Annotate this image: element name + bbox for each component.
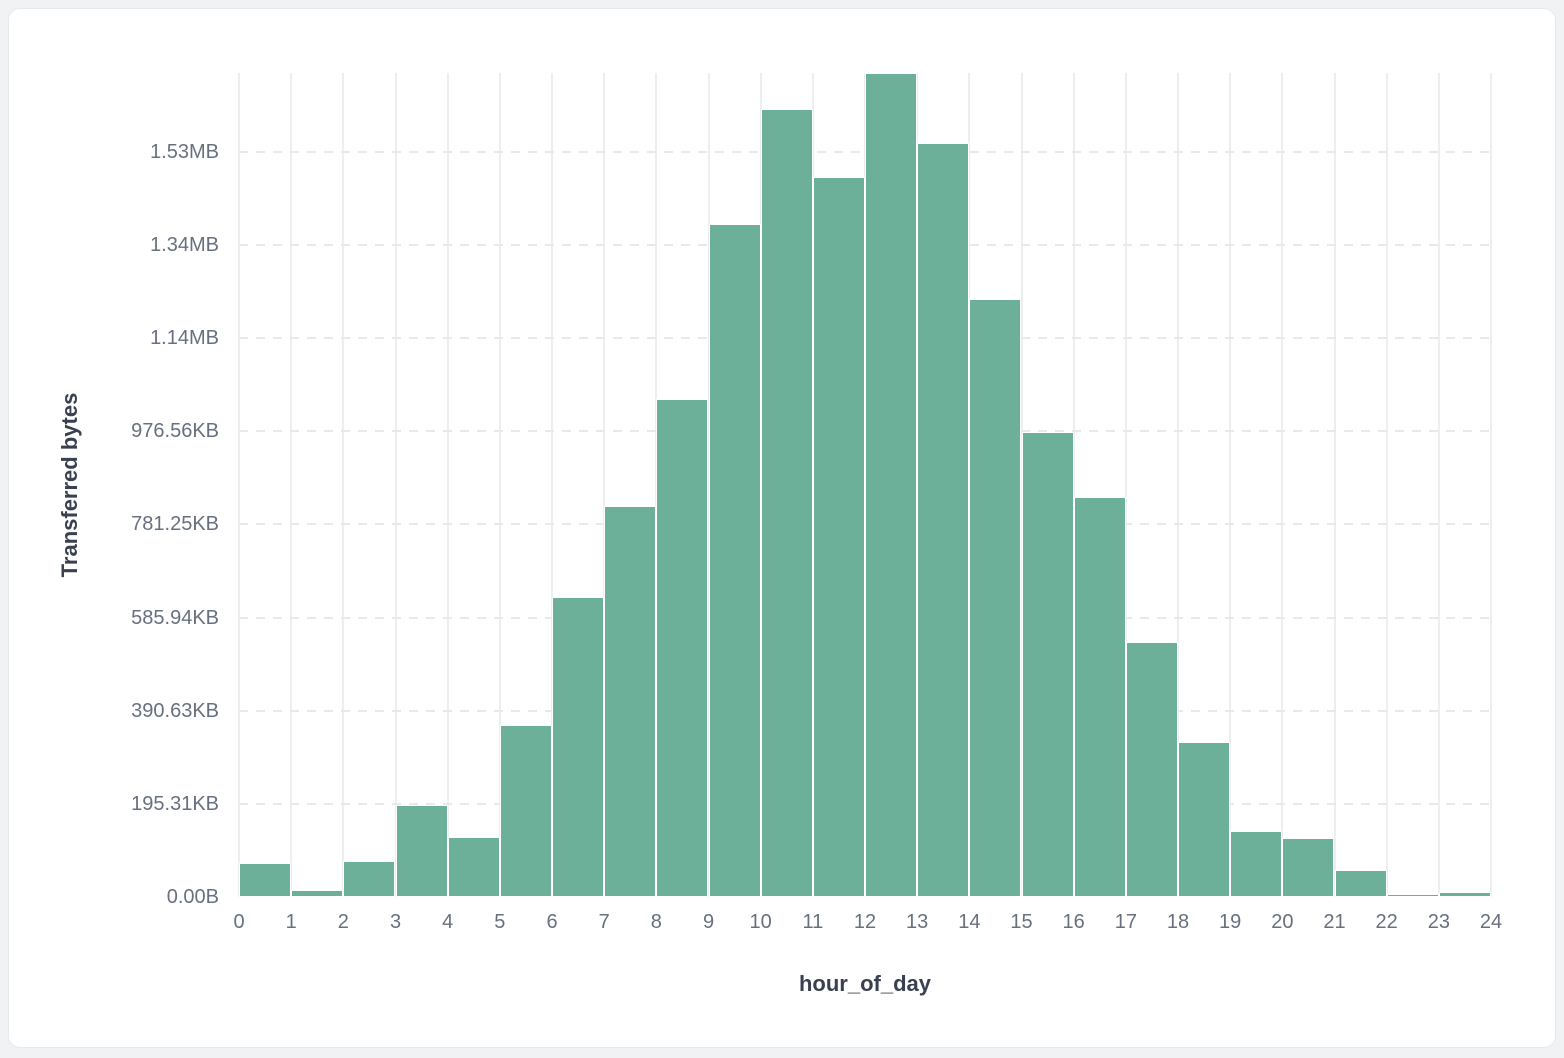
x-tick-label: 23 xyxy=(1427,911,1450,933)
histogram-bar-18[interactable] xyxy=(1178,741,1231,897)
histogram-bar-7[interactable] xyxy=(604,505,657,897)
y-tick-label: 1.34MB xyxy=(150,233,219,256)
v-gridline xyxy=(1385,73,1388,897)
x-tick-label: 19 xyxy=(1219,911,1242,933)
v-gridline xyxy=(290,73,293,897)
histogram-bar-21[interactable] xyxy=(1334,870,1387,897)
x-tick-label: 21 xyxy=(1323,911,1346,933)
x-tick-label: 8 xyxy=(650,911,662,933)
histogram-bar-22[interactable] xyxy=(1386,894,1439,897)
v-gridline xyxy=(498,73,501,897)
v-gridline xyxy=(1177,73,1179,897)
histogram-bar-16[interactable] xyxy=(1073,497,1126,897)
v-gridline xyxy=(1072,73,1075,897)
x-tick-label: 20 xyxy=(1271,911,1294,933)
histogram-bar-0[interactable] xyxy=(239,863,292,897)
histogram-bar-9[interactable] xyxy=(708,224,761,897)
x-tick-label: 2 xyxy=(337,911,349,933)
x-tick-label: 11 xyxy=(802,911,824,933)
histogram-bar-3[interactable] xyxy=(395,805,448,897)
v-gridline xyxy=(1229,73,1232,897)
v-gridline xyxy=(603,73,606,897)
x-tick-label: 12 xyxy=(853,911,877,933)
histogram-bar-2[interactable] xyxy=(343,860,396,897)
plot-area xyxy=(238,73,1492,897)
chart-card: Transferred bytes 0.00B 195.31KB 390.63KB 5… xyxy=(8,8,1556,1048)
v-gridline xyxy=(1281,73,1284,897)
x-tick-label: 10 xyxy=(749,911,772,933)
x-tick-label: 24 xyxy=(1479,911,1503,933)
x-tick-label: 1 xyxy=(285,911,297,933)
v-gridline xyxy=(394,73,397,897)
histogram-bar-13[interactable] xyxy=(917,143,970,897)
histogram-bar-23[interactable] xyxy=(1438,891,1491,897)
histogram-bar-20[interactable] xyxy=(1282,838,1335,897)
histogram-bar-4[interactable] xyxy=(447,836,500,897)
x-tick-label: 18 xyxy=(1166,911,1190,933)
histogram-bar-12[interactable] xyxy=(865,73,918,897)
v-gridline xyxy=(551,73,553,897)
y-tick-label: 585.94KB xyxy=(131,606,219,629)
x-tick-label: 7 xyxy=(598,911,610,933)
x-tick-label: 3 xyxy=(389,911,402,933)
x-tick-label: 15 xyxy=(1010,911,1033,933)
v-gridline xyxy=(238,73,240,897)
histogram-bar-5[interactable] xyxy=(499,724,552,897)
x-tick-label: 0 xyxy=(233,911,245,933)
histogram-bar-19[interactable] xyxy=(1230,831,1283,897)
x-axis-title: hour_of_day xyxy=(798,971,932,996)
x-tick-label: 9 xyxy=(702,911,715,933)
v-gridline xyxy=(1333,73,1336,897)
y-tick-label: 195.31KB xyxy=(131,792,219,815)
x-tick-label: 13 xyxy=(906,911,929,933)
histogram-bar-11[interactable] xyxy=(812,176,865,897)
v-gridline xyxy=(446,73,449,897)
histogram-bar-17[interactable] xyxy=(1125,642,1178,897)
x-tick-label: 14 xyxy=(958,911,981,933)
x-tick-label: 5 xyxy=(494,911,506,933)
v-gridline xyxy=(1437,73,1440,897)
v-gridline xyxy=(1124,73,1127,897)
y-tick-label: 1.53MB xyxy=(150,140,219,163)
y-tick-label: 0.00B xyxy=(166,886,219,908)
histogram-bar-14[interactable] xyxy=(969,299,1022,897)
v-gridline xyxy=(342,73,345,897)
y-tick-label: 976.56KB xyxy=(131,420,219,443)
x-tick-label: 17 xyxy=(1114,911,1137,933)
x-tick-label: 22 xyxy=(1375,911,1398,933)
histogram-bar-6[interactable] xyxy=(552,596,605,897)
histogram-bar-8[interactable] xyxy=(656,398,709,897)
x-tick-label: 4 xyxy=(442,911,454,933)
y-tick-label: 781.25KB xyxy=(131,513,219,536)
y-tick-label: 390.63KB xyxy=(131,699,219,722)
histogram-bar-1[interactable] xyxy=(291,890,344,897)
x-tick-label: 16 xyxy=(1062,911,1085,933)
histogram-bar-10[interactable] xyxy=(760,108,813,897)
x-tick-label: 6 xyxy=(546,911,558,933)
histogram-bar-15[interactable] xyxy=(1021,431,1074,897)
v-gridline xyxy=(1490,73,1492,897)
y-tick-label: 1.14MB xyxy=(150,327,219,350)
